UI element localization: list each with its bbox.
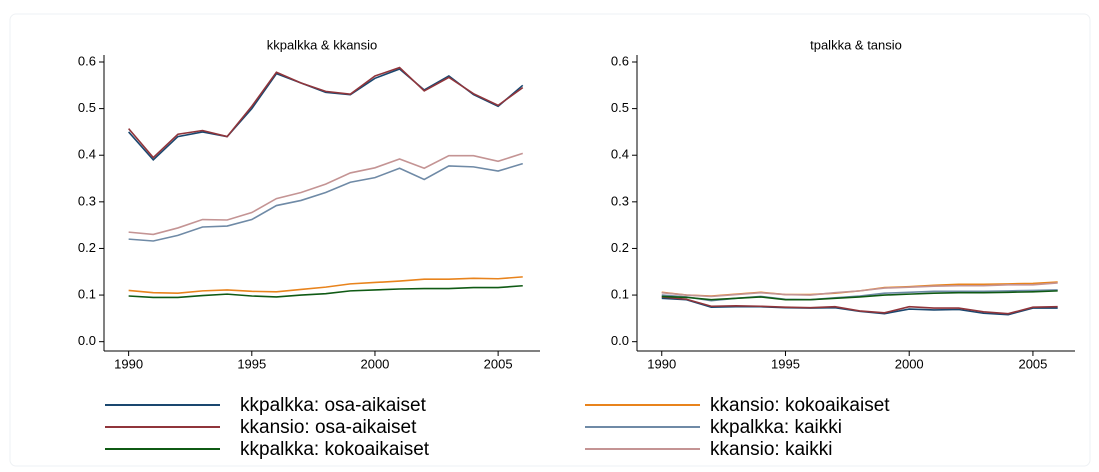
x-tick-label: 2005 xyxy=(1018,356,1047,371)
series-line xyxy=(661,296,1058,315)
legend-label: kkansio: osa-aikaiset xyxy=(240,417,417,438)
series-line xyxy=(128,162,523,242)
y-tick-label: 0.3 xyxy=(611,193,629,208)
series-line xyxy=(128,284,523,299)
x-tick-label: 2000 xyxy=(895,356,924,371)
x-tick-label: 2005 xyxy=(484,356,513,371)
panel-title: tpalkka & tansio xyxy=(810,37,902,52)
series-line xyxy=(128,152,524,236)
y-tick-label: 0.2 xyxy=(78,240,96,255)
y-tick-label: 0.6 xyxy=(78,53,96,68)
frame xyxy=(9,13,1091,467)
panel-title: kkpalkka & kkansio xyxy=(267,37,378,52)
y-tick-label: 0.6 xyxy=(611,53,629,68)
legend-label: kkpalkka: kaikki xyxy=(710,417,842,438)
y-tick-label: 0.0 xyxy=(78,333,96,348)
y-tick-label: 0.1 xyxy=(78,287,96,302)
x-tick-label: 1990 xyxy=(114,356,143,371)
y-tick-label: 0.5 xyxy=(611,100,629,115)
x-tick-label: 1990 xyxy=(647,356,676,371)
y-tick-label: 0.2 xyxy=(611,240,629,255)
y-tick-label: 0.3 xyxy=(78,193,96,208)
y-tick-label: 0.1 xyxy=(611,287,629,302)
x-tick-label: 2000 xyxy=(360,356,389,371)
x-tick-label: 1995 xyxy=(771,356,800,371)
y-tick-label: 0.0 xyxy=(611,333,629,348)
y-tick-label: 0.5 xyxy=(78,100,96,115)
y-tick-label: 0.4 xyxy=(611,147,629,162)
legend-label: kkpalkka: osa-aikaiset xyxy=(240,395,427,416)
legend-label: kkpalkka: kokoaikaiset xyxy=(240,439,430,460)
y-tick-label: 0.4 xyxy=(78,147,96,162)
series-line xyxy=(128,66,524,159)
series-line xyxy=(661,290,1058,301)
legend-label: kkansio: kokoaikaiset xyxy=(710,395,890,416)
series-line xyxy=(661,282,1058,298)
legend-label: kkansio: kaikki xyxy=(710,439,833,460)
x-tick-label: 1995 xyxy=(237,356,266,371)
series-line xyxy=(128,276,523,295)
